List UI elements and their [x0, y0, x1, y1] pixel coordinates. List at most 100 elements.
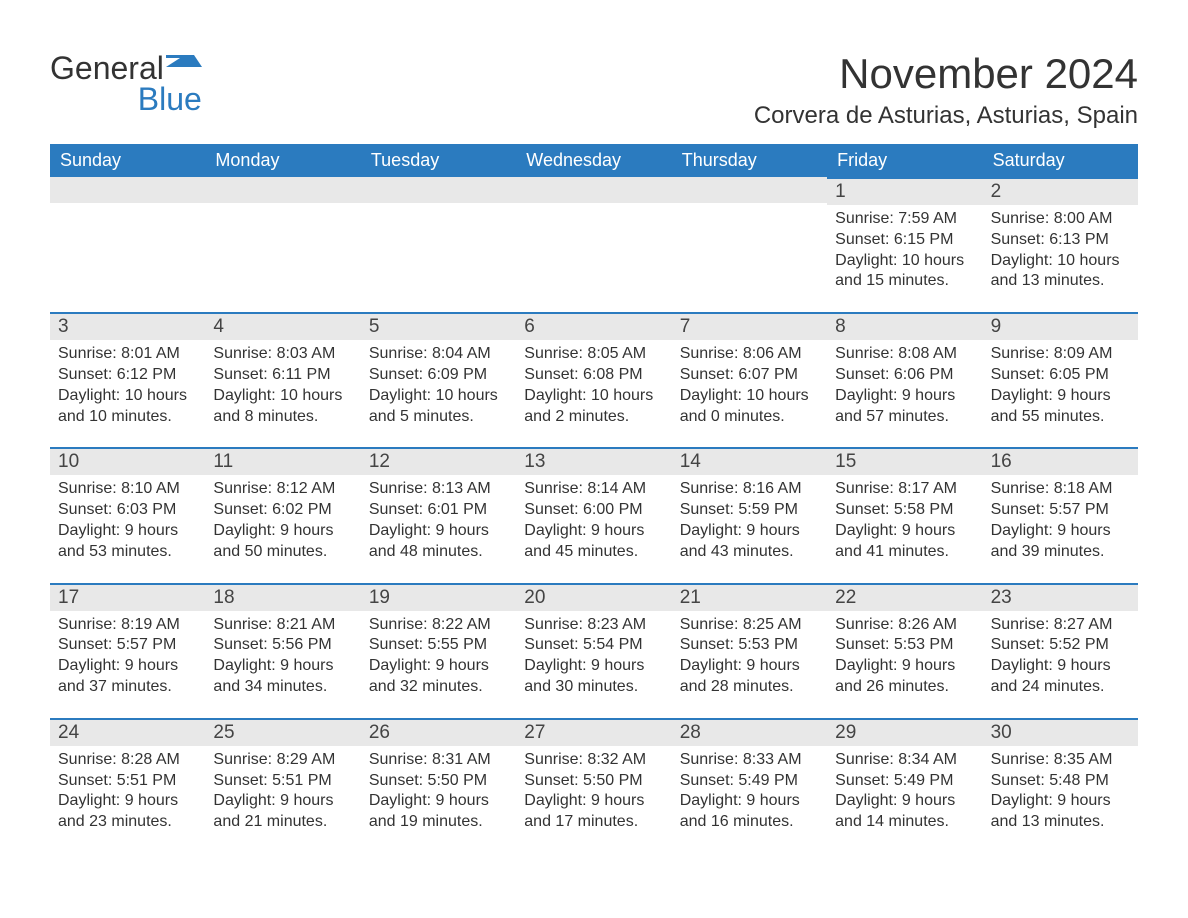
day-sunset: Sunset: 6:06 PM [835, 365, 974, 386]
day-sunset: Sunset: 6:09 PM [369, 365, 508, 386]
day-daylight2: and 19 minutes. [369, 812, 508, 833]
day-number [672, 177, 827, 203]
day-daylight1: Daylight: 10 hours [524, 386, 663, 407]
day-daylight2: and 10 minutes. [58, 407, 197, 428]
day-sunrise: Sunrise: 8:16 AM [680, 479, 819, 500]
day-cell: 7Sunrise: 8:06 AMSunset: 6:07 PMDaylight… [672, 312, 827, 431]
day-info: Sunrise: 8:18 AMSunset: 5:57 PMDaylight:… [983, 475, 1138, 566]
day-daylight2: and 13 minutes. [991, 812, 1130, 833]
day-sunrise: Sunrise: 8:10 AM [58, 479, 197, 500]
day-header: Sunday [50, 144, 205, 177]
day-sunrise: Sunrise: 8:34 AM [835, 750, 974, 771]
day-sunrise: Sunrise: 8:23 AM [524, 615, 663, 636]
day-info: Sunrise: 8:03 AMSunset: 6:11 PMDaylight:… [205, 340, 360, 431]
day-number: 25 [205, 718, 360, 746]
day-sunset: Sunset: 5:55 PM [369, 635, 508, 656]
day-daylight1: Daylight: 10 hours [213, 386, 352, 407]
day-cell: 17Sunrise: 8:19 AMSunset: 5:57 PMDayligh… [50, 583, 205, 702]
day-cell [205, 177, 360, 296]
day-sunrise: Sunrise: 8:35 AM [991, 750, 1130, 771]
day-number: 1 [827, 177, 982, 205]
day-cell: 8Sunrise: 8:08 AMSunset: 6:06 PMDaylight… [827, 312, 982, 431]
day-cell: 23Sunrise: 8:27 AMSunset: 5:52 PMDayligh… [983, 583, 1138, 702]
day-daylight2: and 0 minutes. [680, 407, 819, 428]
day-cell: 9Sunrise: 8:09 AMSunset: 6:05 PMDaylight… [983, 312, 1138, 431]
day-cell [516, 177, 671, 296]
day-number: 19 [361, 583, 516, 611]
day-cell: 11Sunrise: 8:12 AMSunset: 6:02 PMDayligh… [205, 447, 360, 566]
day-sunrise: Sunrise: 8:17 AM [835, 479, 974, 500]
day-sunrise: Sunrise: 7:59 AM [835, 209, 974, 230]
day-daylight2: and 45 minutes. [524, 542, 663, 563]
day-sunset: Sunset: 5:58 PM [835, 500, 974, 521]
day-cell: 4Sunrise: 8:03 AMSunset: 6:11 PMDaylight… [205, 312, 360, 431]
day-info: Sunrise: 8:19 AMSunset: 5:57 PMDaylight:… [50, 611, 205, 702]
day-info: Sunrise: 8:00 AMSunset: 6:13 PMDaylight:… [983, 205, 1138, 296]
day-info: Sunrise: 8:22 AMSunset: 5:55 PMDaylight:… [361, 611, 516, 702]
day-sunrise: Sunrise: 8:22 AM [369, 615, 508, 636]
day-number: 18 [205, 583, 360, 611]
day-daylight1: Daylight: 10 hours [369, 386, 508, 407]
day-info: Sunrise: 8:01 AMSunset: 6:12 PMDaylight:… [50, 340, 205, 431]
day-daylight2: and 39 minutes. [991, 542, 1130, 563]
day-daylight2: and 17 minutes. [524, 812, 663, 833]
day-number: 28 [672, 718, 827, 746]
day-number: 16 [983, 447, 1138, 475]
day-sunset: Sunset: 6:02 PM [213, 500, 352, 521]
day-number: 21 [672, 583, 827, 611]
day-cell: 15Sunrise: 8:17 AMSunset: 5:58 PMDayligh… [827, 447, 982, 566]
day-sunset: Sunset: 6:12 PM [58, 365, 197, 386]
day-daylight2: and 24 minutes. [991, 677, 1130, 698]
day-number: 5 [361, 312, 516, 340]
day-sunrise: Sunrise: 8:31 AM [369, 750, 508, 771]
day-cell: 30Sunrise: 8:35 AMSunset: 5:48 PMDayligh… [983, 718, 1138, 837]
day-number: 6 [516, 312, 671, 340]
day-daylight1: Daylight: 9 hours [835, 791, 974, 812]
day-sunset: Sunset: 5:48 PM [991, 771, 1130, 792]
day-sunset: Sunset: 5:50 PM [524, 771, 663, 792]
day-info: Sunrise: 8:12 AMSunset: 6:02 PMDaylight:… [205, 475, 360, 566]
day-sunset: Sunset: 6:05 PM [991, 365, 1130, 386]
day-sunset: Sunset: 6:15 PM [835, 230, 974, 251]
day-sunset: Sunset: 6:08 PM [524, 365, 663, 386]
day-daylight2: and 5 minutes. [369, 407, 508, 428]
day-daylight1: Daylight: 9 hours [58, 656, 197, 677]
day-number: 20 [516, 583, 671, 611]
day-daylight1: Daylight: 10 hours [835, 251, 974, 272]
day-sunrise: Sunrise: 8:09 AM [991, 344, 1130, 365]
day-daylight1: Daylight: 9 hours [991, 521, 1130, 542]
day-daylight1: Daylight: 9 hours [835, 656, 974, 677]
day-header: Saturday [983, 144, 1138, 177]
day-daylight2: and 43 minutes. [680, 542, 819, 563]
day-daylight1: Daylight: 9 hours [835, 521, 974, 542]
day-sunrise: Sunrise: 8:19 AM [58, 615, 197, 636]
month-title: November 2024 [754, 50, 1138, 98]
day-cell [361, 177, 516, 296]
day-sunset: Sunset: 6:13 PM [991, 230, 1130, 251]
day-sunset: Sunset: 6:07 PM [680, 365, 819, 386]
day-cell: 26Sunrise: 8:31 AMSunset: 5:50 PMDayligh… [361, 718, 516, 837]
day-daylight2: and 28 minutes. [680, 677, 819, 698]
day-cell: 29Sunrise: 8:34 AMSunset: 5:49 PMDayligh… [827, 718, 982, 837]
day-info: Sunrise: 8:14 AMSunset: 6:00 PMDaylight:… [516, 475, 671, 566]
day-daylight2: and 26 minutes. [835, 677, 974, 698]
day-cell: 28Sunrise: 8:33 AMSunset: 5:49 PMDayligh… [672, 718, 827, 837]
day-daylight1: Daylight: 9 hours [213, 791, 352, 812]
day-daylight1: Daylight: 9 hours [524, 791, 663, 812]
day-daylight2: and 32 minutes. [369, 677, 508, 698]
day-info: Sunrise: 8:17 AMSunset: 5:58 PMDaylight:… [827, 475, 982, 566]
day-daylight2: and 34 minutes. [213, 677, 352, 698]
day-sunrise: Sunrise: 8:28 AM [58, 750, 197, 771]
day-cell: 24Sunrise: 8:28 AMSunset: 5:51 PMDayligh… [50, 718, 205, 837]
day-daylight1: Daylight: 9 hours [991, 386, 1130, 407]
day-sunrise: Sunrise: 8:04 AM [369, 344, 508, 365]
day-number: 22 [827, 583, 982, 611]
location: Corvera de Asturias, Asturias, Spain [754, 102, 1138, 130]
day-daylight2: and 15 minutes. [835, 271, 974, 292]
day-daylight1: Daylight: 9 hours [369, 521, 508, 542]
day-cell [672, 177, 827, 296]
day-sunset: Sunset: 6:11 PM [213, 365, 352, 386]
day-number: 27 [516, 718, 671, 746]
day-info: Sunrise: 8:31 AMSunset: 5:50 PMDaylight:… [361, 746, 516, 837]
week-row: 1 Sunrise: 7:59 AMSunset: 6:15 PMDaylight… [50, 177, 1138, 296]
